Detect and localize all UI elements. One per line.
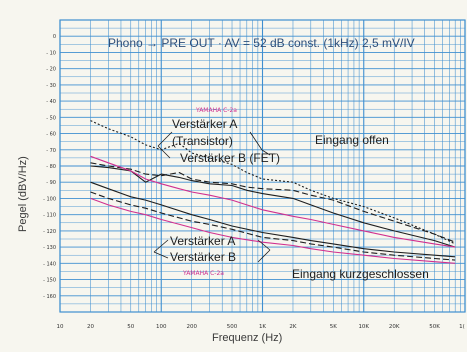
annotation-amp-b-fet: Verstärker B (FET) xyxy=(180,151,280,165)
y-tick-label: 0 xyxy=(53,34,56,40)
x-tick-label: 200 xyxy=(186,324,197,330)
annotation-input-open: Eingang offen xyxy=(315,133,389,147)
annotation-yamaha-top: YAMAHA C-2a xyxy=(195,107,237,114)
annotation-bracket xyxy=(157,131,173,147)
y-tick-label: - 130 xyxy=(43,245,56,251)
x-tick-label: 10 xyxy=(57,324,64,330)
y-tick-label: - 100 xyxy=(43,196,56,202)
y-tick-label: - 60 xyxy=(46,132,56,138)
x-tick-label: 2K xyxy=(289,324,296,330)
annotation-amp-b-bottom: Verstärker B xyxy=(170,250,236,264)
plot-frame xyxy=(59,19,466,313)
chart-title: Phono → PRE OUT · AV = 52 dB const. (1kH… xyxy=(108,36,415,50)
y-tick-label: - 140 xyxy=(43,261,56,267)
series-line-open-1 xyxy=(90,120,456,245)
annotation-amp-a-top: Verstärker A xyxy=(172,117,237,131)
x-tick-label: 20 xyxy=(87,324,94,330)
x-tick-label: 10K xyxy=(358,324,369,330)
x-tick-label: 50K xyxy=(429,324,440,330)
annotation-bracket xyxy=(261,149,271,156)
series-line-shorted-6 xyxy=(90,191,456,261)
x-tick-label: 1( xyxy=(459,324,465,330)
annotation-bracket xyxy=(153,239,169,253)
series-line-open-4 xyxy=(90,155,456,248)
x-tick-label: 100 xyxy=(156,324,167,330)
x-tick-label: 50 xyxy=(127,324,134,330)
y-tick-label: - 120 xyxy=(43,229,56,235)
annotation-input-shorted: Eingang kurzgeschlossen xyxy=(292,267,429,281)
y-tick-label: - 50 xyxy=(46,115,56,121)
y-tick-label: - 20 xyxy=(46,67,56,73)
y-tick-label: - 40 xyxy=(46,99,56,105)
y-tick-label: - 10 xyxy=(46,50,56,56)
y-axis-title: Pegel (dBV/Hz) xyxy=(17,156,29,232)
annotation-bracket xyxy=(257,239,271,251)
annotation-yamaha-bottom: YAMAHA C-2a xyxy=(182,270,224,277)
tick-labels: 0 - 10 - 20 - 30 - 40 - 50 - 60 - 70 - 80 - 90 - 1… xyxy=(43,34,465,330)
y-tick-label: - 30 xyxy=(46,83,56,89)
annotation-bracket xyxy=(157,145,171,159)
annotation-bracket xyxy=(153,251,169,259)
y-tick-label: - 150 xyxy=(43,278,56,284)
x-tick-label: 500 xyxy=(227,324,238,330)
y-tick-label: - 70 xyxy=(46,148,56,154)
series-line-shorted-5 xyxy=(90,181,456,258)
x-axis-title: Frequenz (Hz) xyxy=(212,332,282,344)
series-line-shorted-7 xyxy=(90,197,456,264)
x-tick-label: 5K xyxy=(330,324,337,330)
series-layer xyxy=(90,120,456,264)
annotation-transistor: (Transistor) xyxy=(172,134,233,148)
annotation-bracket xyxy=(257,249,271,263)
y-tick-label: - 160 xyxy=(43,294,56,300)
y-tick-label: - 90 xyxy=(46,180,56,186)
x-tick-label: 20K xyxy=(389,324,400,330)
annotation-amp-a-bottom: Verstärker A xyxy=(170,234,235,248)
y-tick-label: - 110 xyxy=(43,213,56,219)
x-tick-label: 1K xyxy=(259,324,266,330)
y-tick-label: - 80 xyxy=(46,164,56,170)
annotation-bracket xyxy=(249,131,263,151)
series-line-open-3 xyxy=(90,165,456,248)
